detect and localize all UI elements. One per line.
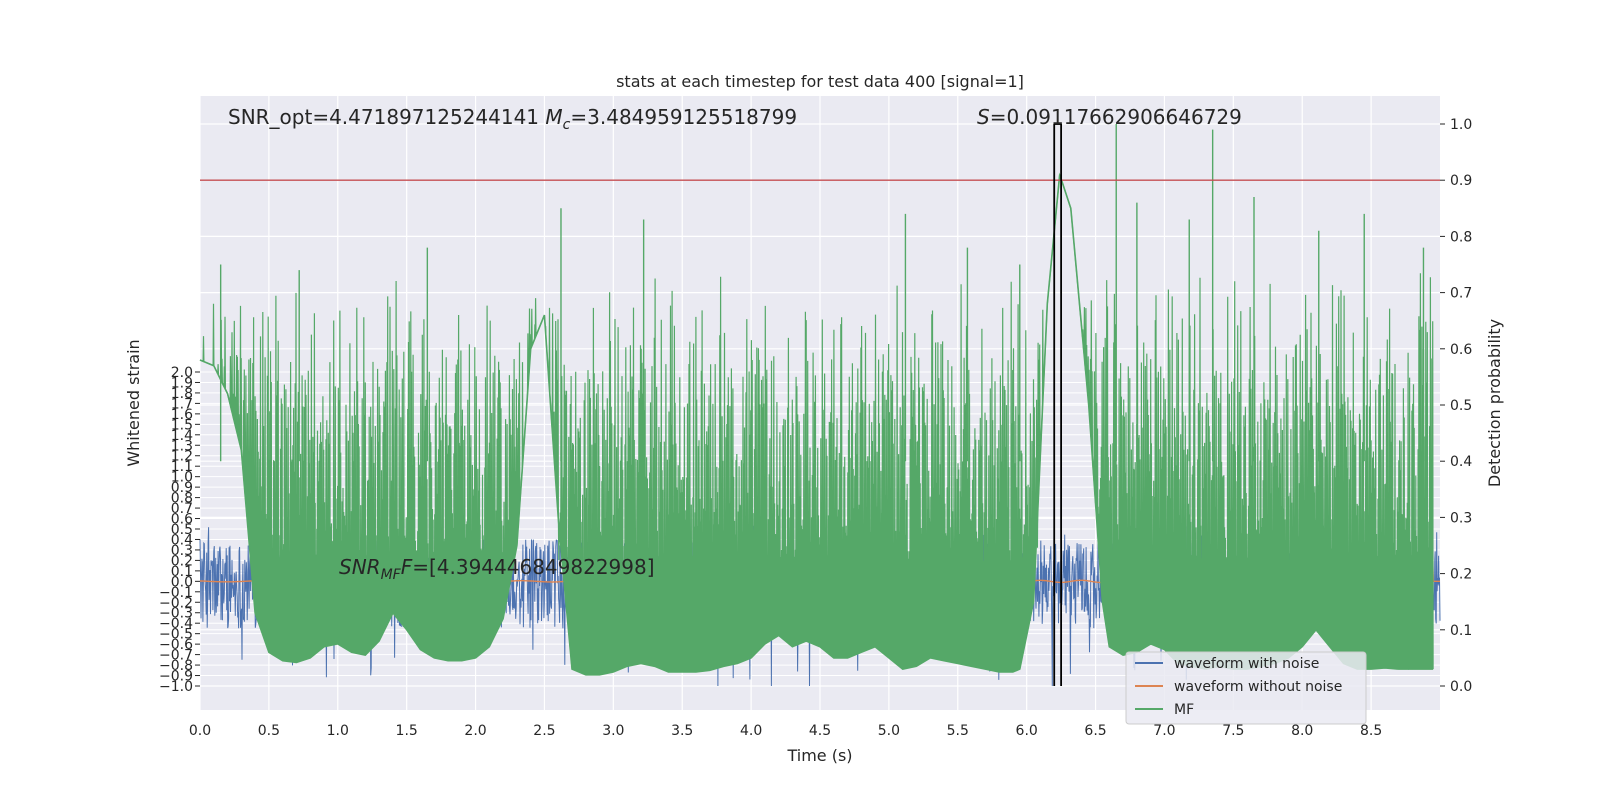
mc-subscript: c (563, 117, 571, 133)
y-tick-label-right: 0.6 (1450, 342, 1472, 358)
x-tick-label: 4.5 (809, 723, 831, 739)
x-tick-label: 3.0 (602, 723, 624, 739)
x-tick-label: 1.0 (327, 723, 349, 739)
snr-opt-text: SNR_opt=4.471897125244141 (228, 105, 545, 129)
mc-value: =3.484959125518799 (570, 105, 797, 129)
y-tick-label-left: 0.6 (171, 512, 193, 528)
y-tick-label-left: 1.6 (171, 407, 193, 423)
x-tick-label: 5.0 (878, 723, 900, 739)
y-tick-label-right: 0.0 (1450, 679, 1472, 695)
y-tick-label-right: 0.4 (1450, 454, 1472, 470)
y-tick-label-left: −0.6 (159, 637, 193, 653)
y-axis-label-left: Whitened strain (124, 339, 143, 466)
y-tick-label-left: 1.1 (171, 459, 193, 475)
legend-label-noise: waveform with noise (1174, 656, 1319, 672)
y-tick-label-left: −1.0 (159, 679, 193, 695)
y-tick-label-left: 2.0 (171, 365, 193, 381)
x-axis-label: Time (s) (786, 746, 852, 765)
x-tick-label: 6.0 (1016, 723, 1038, 739)
axis-ticks: 0.0 0.5 1.0 1.5 2.0 2.5 3.0 3.5 4.0 4.5 5.0 5.5 6.0 6… (159, 117, 1472, 739)
y-tick-label-right: 0.8 (1450, 229, 1472, 245)
y-tick-label-right: 0.2 (1450, 567, 1472, 583)
s-annotation: S=0.09117662906646729 (977, 105, 1242, 129)
y-tick-label-left: −0.5 (159, 627, 193, 643)
legend-box (1125, 651, 1367, 725)
y-tick-label-left: 0.0 (171, 574, 193, 590)
x-tick-label: 5.5 (947, 723, 969, 739)
x-tick-label: 8.5 (1360, 723, 1382, 739)
overlays (200, 123, 1440, 686)
y-tick-label-left: 1.7 (171, 396, 193, 412)
y-tick-label-left: 0.9 (171, 480, 193, 496)
x-tick-label: 4.0 (740, 723, 762, 739)
y-tick-label-right: 0.5 (1450, 398, 1472, 414)
y-tick-label-left: 1.8 (171, 386, 193, 402)
snr-mf-value: =[4.394446849822998] (412, 555, 654, 579)
x-tick-label: 8.0 (1291, 723, 1313, 739)
y-tick-label-right: 0.9 (1450, 173, 1472, 189)
y-tick-label-left: −0.3 (159, 606, 193, 622)
y-tick-label-left: 0.1 (171, 564, 193, 580)
y-tick-label-left: −0.7 (159, 648, 193, 664)
y-tick-label-right: 1.0 (1450, 117, 1472, 133)
legend: waveform with noise waveform without noi… (1125, 651, 1367, 725)
x-tick-label: 0.0 (189, 723, 211, 739)
y-tick-label-right: 0.3 (1450, 510, 1472, 526)
y-tick-label-left: 1.5 (171, 417, 193, 433)
mc-symbol: M (545, 105, 562, 129)
y-tick-label-left: 0.4 (171, 532, 193, 548)
y-tick-label-left: −0.4 (159, 616, 193, 632)
snr-opt-annotation: SNR_opt=4.471897125244141 Mc=3.484959125… (228, 105, 797, 133)
y-tick-label-left: 0.2 (171, 553, 193, 569)
snr-mf-subscript: MF (381, 567, 402, 583)
y-tick-label-left: 1.4 (171, 428, 193, 444)
snr-mf-annotation: SNRMFF=[4.394446849822998] (339, 555, 655, 583)
x-tick-label: 1.5 (396, 723, 418, 739)
y-tick-label-left: −0.8 (159, 658, 193, 674)
y-tick-label-left: 0.7 (171, 501, 193, 517)
legend-label-clean: waveform without noise (1174, 679, 1342, 695)
y-tick-label-right: 0.7 (1450, 286, 1472, 302)
x-tick-label: 0.5 (258, 723, 280, 739)
x-tick-label: 2.0 (464, 723, 486, 739)
y-tick-label-left: 1.3 (171, 438, 193, 454)
y-tick-label-left: 1.0 (171, 470, 193, 486)
y-tick-label-left: 0.8 (171, 491, 193, 507)
s-value: =0.09117662906646729 (990, 105, 1242, 129)
y-tick-label-left: −0.9 (159, 669, 193, 685)
y-tick-label-right: 0.1 (1450, 623, 1472, 639)
x-tick-label: 7.0 (1153, 723, 1175, 739)
y-tick-label-left: 1.2 (171, 449, 193, 465)
x-tick-label: 3.5 (671, 723, 693, 739)
y-tick-label-left: −0.2 (159, 595, 193, 611)
y-tick-label-left: 0.5 (171, 522, 193, 538)
x-tick-label: 6.5 (1084, 723, 1106, 739)
y-tick-label-left: 0.3 (171, 543, 193, 559)
x-tick-label: 7.5 (1222, 723, 1244, 739)
y-tick-label-left: 1.9 (171, 375, 193, 391)
y-tick-label-left: −0.1 (159, 585, 193, 601)
x-tick-label: 2.5 (533, 723, 555, 739)
snr-mf-symbol: SNR (339, 555, 381, 579)
y-axis-label-right: Detection probability (1485, 319, 1504, 487)
s-symbol: S (977, 105, 990, 129)
chart-title: stats at each timestep for test data 400… (616, 72, 1024, 91)
snr-mf-tail: F (401, 555, 413, 579)
legend-label-mf: MF (1174, 702, 1194, 718)
